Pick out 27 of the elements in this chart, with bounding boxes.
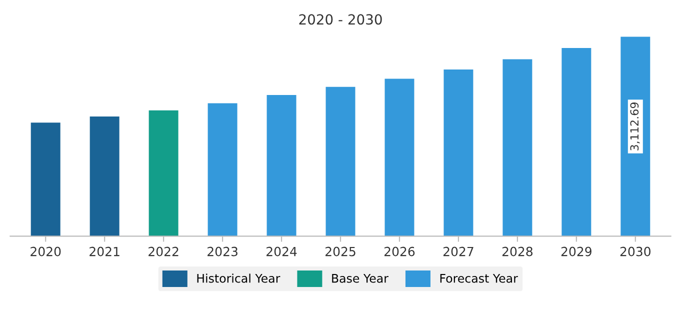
x-tick-label: 2025 (326, 246, 356, 256)
x-tick-label: 2022 (148, 246, 178, 256)
legend-label: Historical Year (197, 274, 280, 283)
bar (444, 70, 474, 236)
bar (148, 110, 178, 236)
bar (502, 59, 532, 236)
x-tick-label: 2028 (502, 246, 532, 256)
data-label: 3,112.69 (630, 102, 640, 150)
legend-label: Base Year (332, 274, 388, 283)
bar (562, 48, 592, 236)
legend-label: Forecast Year (440, 274, 518, 283)
x-tick-label: 2024 (266, 246, 297, 256)
bar (266, 95, 296, 236)
bar (208, 103, 238, 236)
x-tick-label: 2021 (90, 246, 120, 256)
bar (326, 86, 356, 236)
bar (620, 36, 650, 236)
bar (384, 78, 414, 236)
bar (30, 122, 60, 236)
x-tick-label: 2023 (208, 246, 238, 256)
x-tick-label: 2027 (443, 246, 474, 256)
x-tick-label: 2020 (30, 246, 61, 256)
chart-title: 2020 - 2030 (299, 14, 382, 25)
x-tick-label: 2026 (384, 246, 415, 256)
bar (90, 116, 120, 236)
x-tick-label: 2029 (561, 246, 592, 256)
x-tick-label: 2030 (620, 246, 650, 256)
